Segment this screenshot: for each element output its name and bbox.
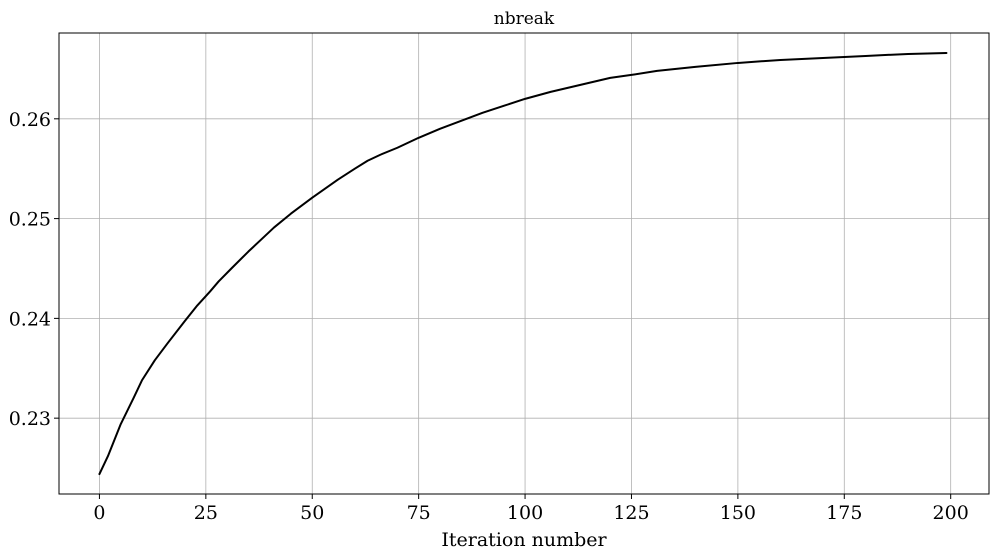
x-tick-label: 0 [93, 502, 105, 524]
plot-frame [58, 32, 990, 495]
x-tick-label: 50 [300, 502, 324, 524]
x-tick-label: 175 [826, 502, 862, 524]
chart-title: nbreak [494, 9, 555, 29]
x-axis-label: Iteration number [441, 529, 607, 551]
x-tick-label: 75 [407, 502, 431, 524]
x-tick-label: 25 [194, 502, 218, 524]
grid-layer [59, 33, 989, 494]
series-line [98, 51, 948, 476]
y-tick-label: 0.24 [9, 308, 51, 330]
x-tick-label: 100 [507, 502, 543, 524]
x-tick-label: 125 [613, 502, 649, 524]
x-tick-label: 150 [720, 502, 756, 524]
series-layer [98, 51, 948, 476]
tick-layer: 0 25 50 75 100 125 150 175 200 0.23 0.24 0.25 0.26 [9, 109, 969, 524]
y-tick-label: 0.26 [9, 109, 51, 131]
y-tick-label: 0.25 [9, 209, 51, 231]
x-tick-label: 200 [933, 502, 969, 524]
y-tick-label: 0.23 [9, 408, 51, 430]
